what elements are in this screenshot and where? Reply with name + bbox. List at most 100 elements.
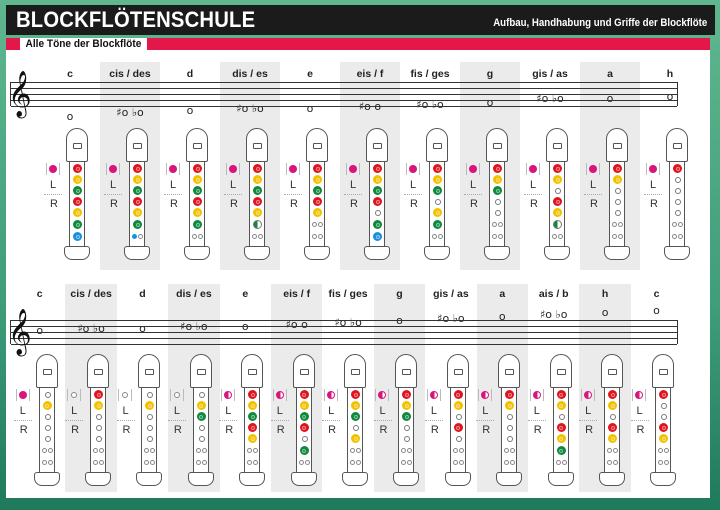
hand-divider — [476, 420, 495, 421]
thumb-hole-full — [469, 165, 477, 173]
hole-open — [147, 414, 154, 420]
thumb-hole-indicator — [169, 389, 184, 401]
thumb-bar — [106, 163, 107, 175]
note-name-label: c — [36, 288, 43, 300]
hole-closed — [253, 208, 262, 217]
recorder-body — [129, 161, 145, 247]
note-name-label: ais / b — [538, 288, 569, 300]
hole-closed — [313, 164, 322, 173]
right-hand-label: R — [276, 424, 285, 436]
recorder-window — [433, 143, 442, 149]
recorder-mouthpiece — [498, 354, 521, 388]
notehead: ♯o ♭o — [77, 322, 105, 335]
hole-double-open — [350, 459, 362, 466]
hole-double-open — [552, 233, 564, 240]
hole-closed — [673, 164, 682, 173]
hole-double-open — [612, 221, 624, 228]
recorder-window — [42, 369, 52, 375]
thumb-bar — [131, 389, 133, 401]
left-hand-label: L — [585, 405, 592, 417]
thumb-bar — [234, 389, 236, 401]
hole-double-open — [607, 447, 619, 454]
recorder-window — [145, 369, 155, 375]
hole-closed — [373, 164, 382, 173]
thumb-bar — [226, 163, 227, 175]
hand-divider — [524, 194, 542, 195]
note-column: dis / es ♯o ♭o L R — [167, 284, 220, 492]
notehead: ♯o ♭o — [539, 308, 568, 321]
hole-open — [96, 414, 103, 420]
recorder-diagram — [393, 354, 420, 488]
recorder-window — [196, 369, 206, 375]
hole-open — [507, 425, 514, 431]
hole-open — [147, 425, 154, 431]
recorder-body — [655, 387, 672, 473]
notehead: ♯o ♭o — [437, 312, 465, 325]
note-column: ais / b ♯o ♭o L R — [527, 284, 579, 492]
notehead: o — [186, 104, 194, 117]
hole-closed — [145, 401, 155, 410]
note-name-label: d — [186, 68, 194, 80]
hole-double-open — [401, 447, 413, 454]
note-name-label: dis / es — [232, 68, 268, 80]
thumb-hole-indicator — [466, 163, 480, 175]
recorder-window — [94, 369, 104, 375]
thumb-hole-half — [481, 391, 490, 399]
section-title: Alle Töne der Blockflöte — [20, 38, 147, 51]
thumb-bar — [239, 163, 240, 175]
hole-closed — [193, 186, 202, 195]
hole-closed — [133, 197, 142, 206]
recorder-window — [248, 369, 258, 375]
page-subtitle: Aufbau, Handhabung und Griffe der Blockf… — [492, 17, 707, 29]
recorder-bell — [393, 472, 420, 486]
right-hand-label: R — [430, 424, 439, 436]
left-hand-label: L — [410, 179, 417, 191]
hand-divider — [104, 194, 122, 195]
note-name-label: e — [242, 288, 249, 300]
thumb-bar — [166, 163, 167, 175]
right-hand-label: R — [379, 424, 388, 436]
recorder-bell — [496, 472, 523, 486]
thumb-hole-indicator — [646, 163, 660, 175]
hole-closed — [493, 164, 502, 173]
recorder-diagram — [184, 128, 210, 262]
note-name-label: eis / f — [356, 68, 384, 80]
hand-divider — [527, 420, 546, 421]
hole-closed — [659, 423, 669, 432]
recorder-body — [398, 387, 415, 473]
thumb-hole-indicator — [118, 389, 133, 401]
recorder-diagram — [664, 128, 690, 262]
recorder-body — [141, 387, 158, 473]
thumb-hole-indicator — [426, 389, 441, 401]
hand-divider — [373, 420, 392, 421]
left-hand-label: L — [379, 405, 386, 417]
hand-divider — [344, 194, 362, 195]
recorder-body — [309, 161, 325, 247]
thumb-bar — [539, 163, 540, 175]
note-column: cis / des ♯o ♭o L R — [100, 62, 160, 270]
thumb-hole-indicator — [46, 163, 60, 175]
hole-closed — [608, 390, 618, 399]
recorder-window — [253, 143, 262, 149]
recorder-mouthpiece — [546, 128, 568, 162]
header-bar: BLOCKFLÖTENSCHULE Aufbau, Handhabung und… — [6, 5, 715, 35]
recorder-bell — [484, 246, 510, 260]
recorder-window — [299, 369, 309, 375]
recorder-mouthpiece — [549, 354, 572, 388]
hole-open — [198, 436, 205, 442]
hole-double-open — [93, 447, 105, 454]
left-hand-label: L — [110, 179, 117, 191]
thumb-bar — [426, 389, 428, 401]
hand-divider — [322, 420, 341, 421]
hole-open — [44, 392, 51, 398]
recorder-bell — [136, 472, 163, 486]
treble-clef-icon: 𝄞 — [8, 71, 32, 117]
hole-open — [44, 414, 51, 420]
thumb-bar — [286, 163, 287, 175]
hole-closed — [133, 208, 142, 217]
thumb-hole-half — [224, 391, 233, 399]
recorder-body — [449, 387, 466, 473]
